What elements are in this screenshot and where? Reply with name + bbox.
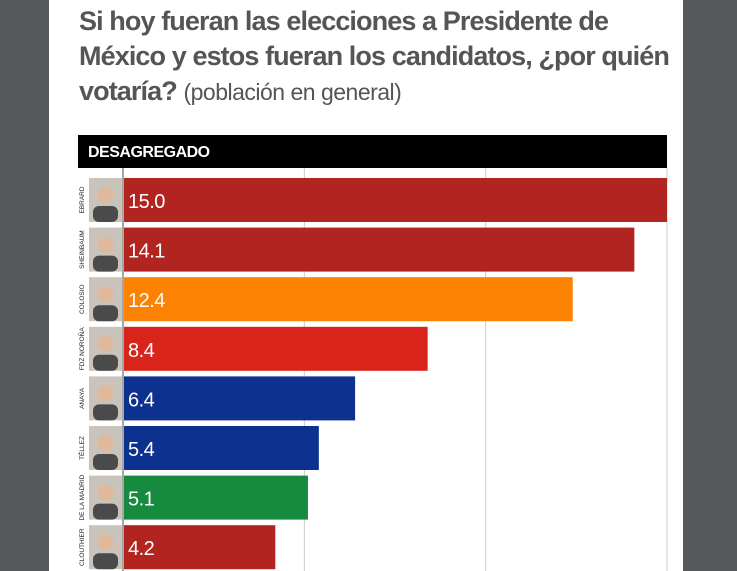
bar [124, 376, 356, 421]
category-label: DE LA MADRID [79, 474, 86, 520]
candidate-photo-face [97, 335, 114, 352]
candidate-photo-body [93, 404, 118, 421]
category-label: CLOUTHIER [79, 528, 86, 566]
data-label: 15.0 [128, 191, 165, 213]
category-label: TÉLLEZ [77, 436, 86, 460]
candidate-photo-face [97, 286, 114, 303]
candidate-photo-body [93, 206, 118, 222]
candidate-photo-face [97, 484, 114, 501]
bar [124, 326, 428, 371]
category-label: FDZ NOROÑA [77, 327, 86, 371]
data-label: 4.2 [128, 538, 155, 560]
bar [124, 227, 635, 272]
chart-title: Si hoy fueran las elecciones a President… [79, 4, 679, 110]
category-label: SHEINBAUM [79, 230, 86, 269]
subtitle-text: (población en general) [183, 79, 402, 105]
data-label: 5.4 [128, 439, 155, 461]
category-label: ANAYA [79, 387, 86, 409]
candidate-photo-body [93, 454, 118, 470]
title-text: Si hoy fueran las elecciones a President… [79, 6, 670, 106]
bar [124, 525, 276, 570]
data-label: 12.4 [128, 290, 165, 312]
bar [124, 277, 573, 322]
bar [124, 475, 308, 520]
section-header: DESAGREGADO [78, 135, 667, 168]
category-label: COLOSIO [79, 284, 86, 314]
data-label: 6.4 [128, 389, 155, 411]
data-label: 8.4 [128, 340, 155, 362]
category-label: EBRARD [79, 186, 86, 213]
candidate-photo-body [93, 503, 118, 520]
candidate-photo-face [97, 187, 114, 203]
candidate-photo-face [97, 435, 114, 451]
candidate-photo-face [97, 236, 114, 253]
candidate-photo-body [93, 255, 118, 272]
bar [124, 178, 667, 222]
candidate-photo-face [97, 534, 114, 551]
candidate-photo-face [97, 385, 114, 402]
data-label: 14.1 [128, 241, 165, 263]
candidate-photo-body [93, 553, 118, 570]
data-label: 5.1 [128, 489, 155, 511]
candidate-photo-body [93, 305, 118, 322]
candidate-photo-body [93, 354, 118, 371]
bar [124, 426, 319, 470]
section-header-label: DESAGREGADO [88, 144, 210, 161]
